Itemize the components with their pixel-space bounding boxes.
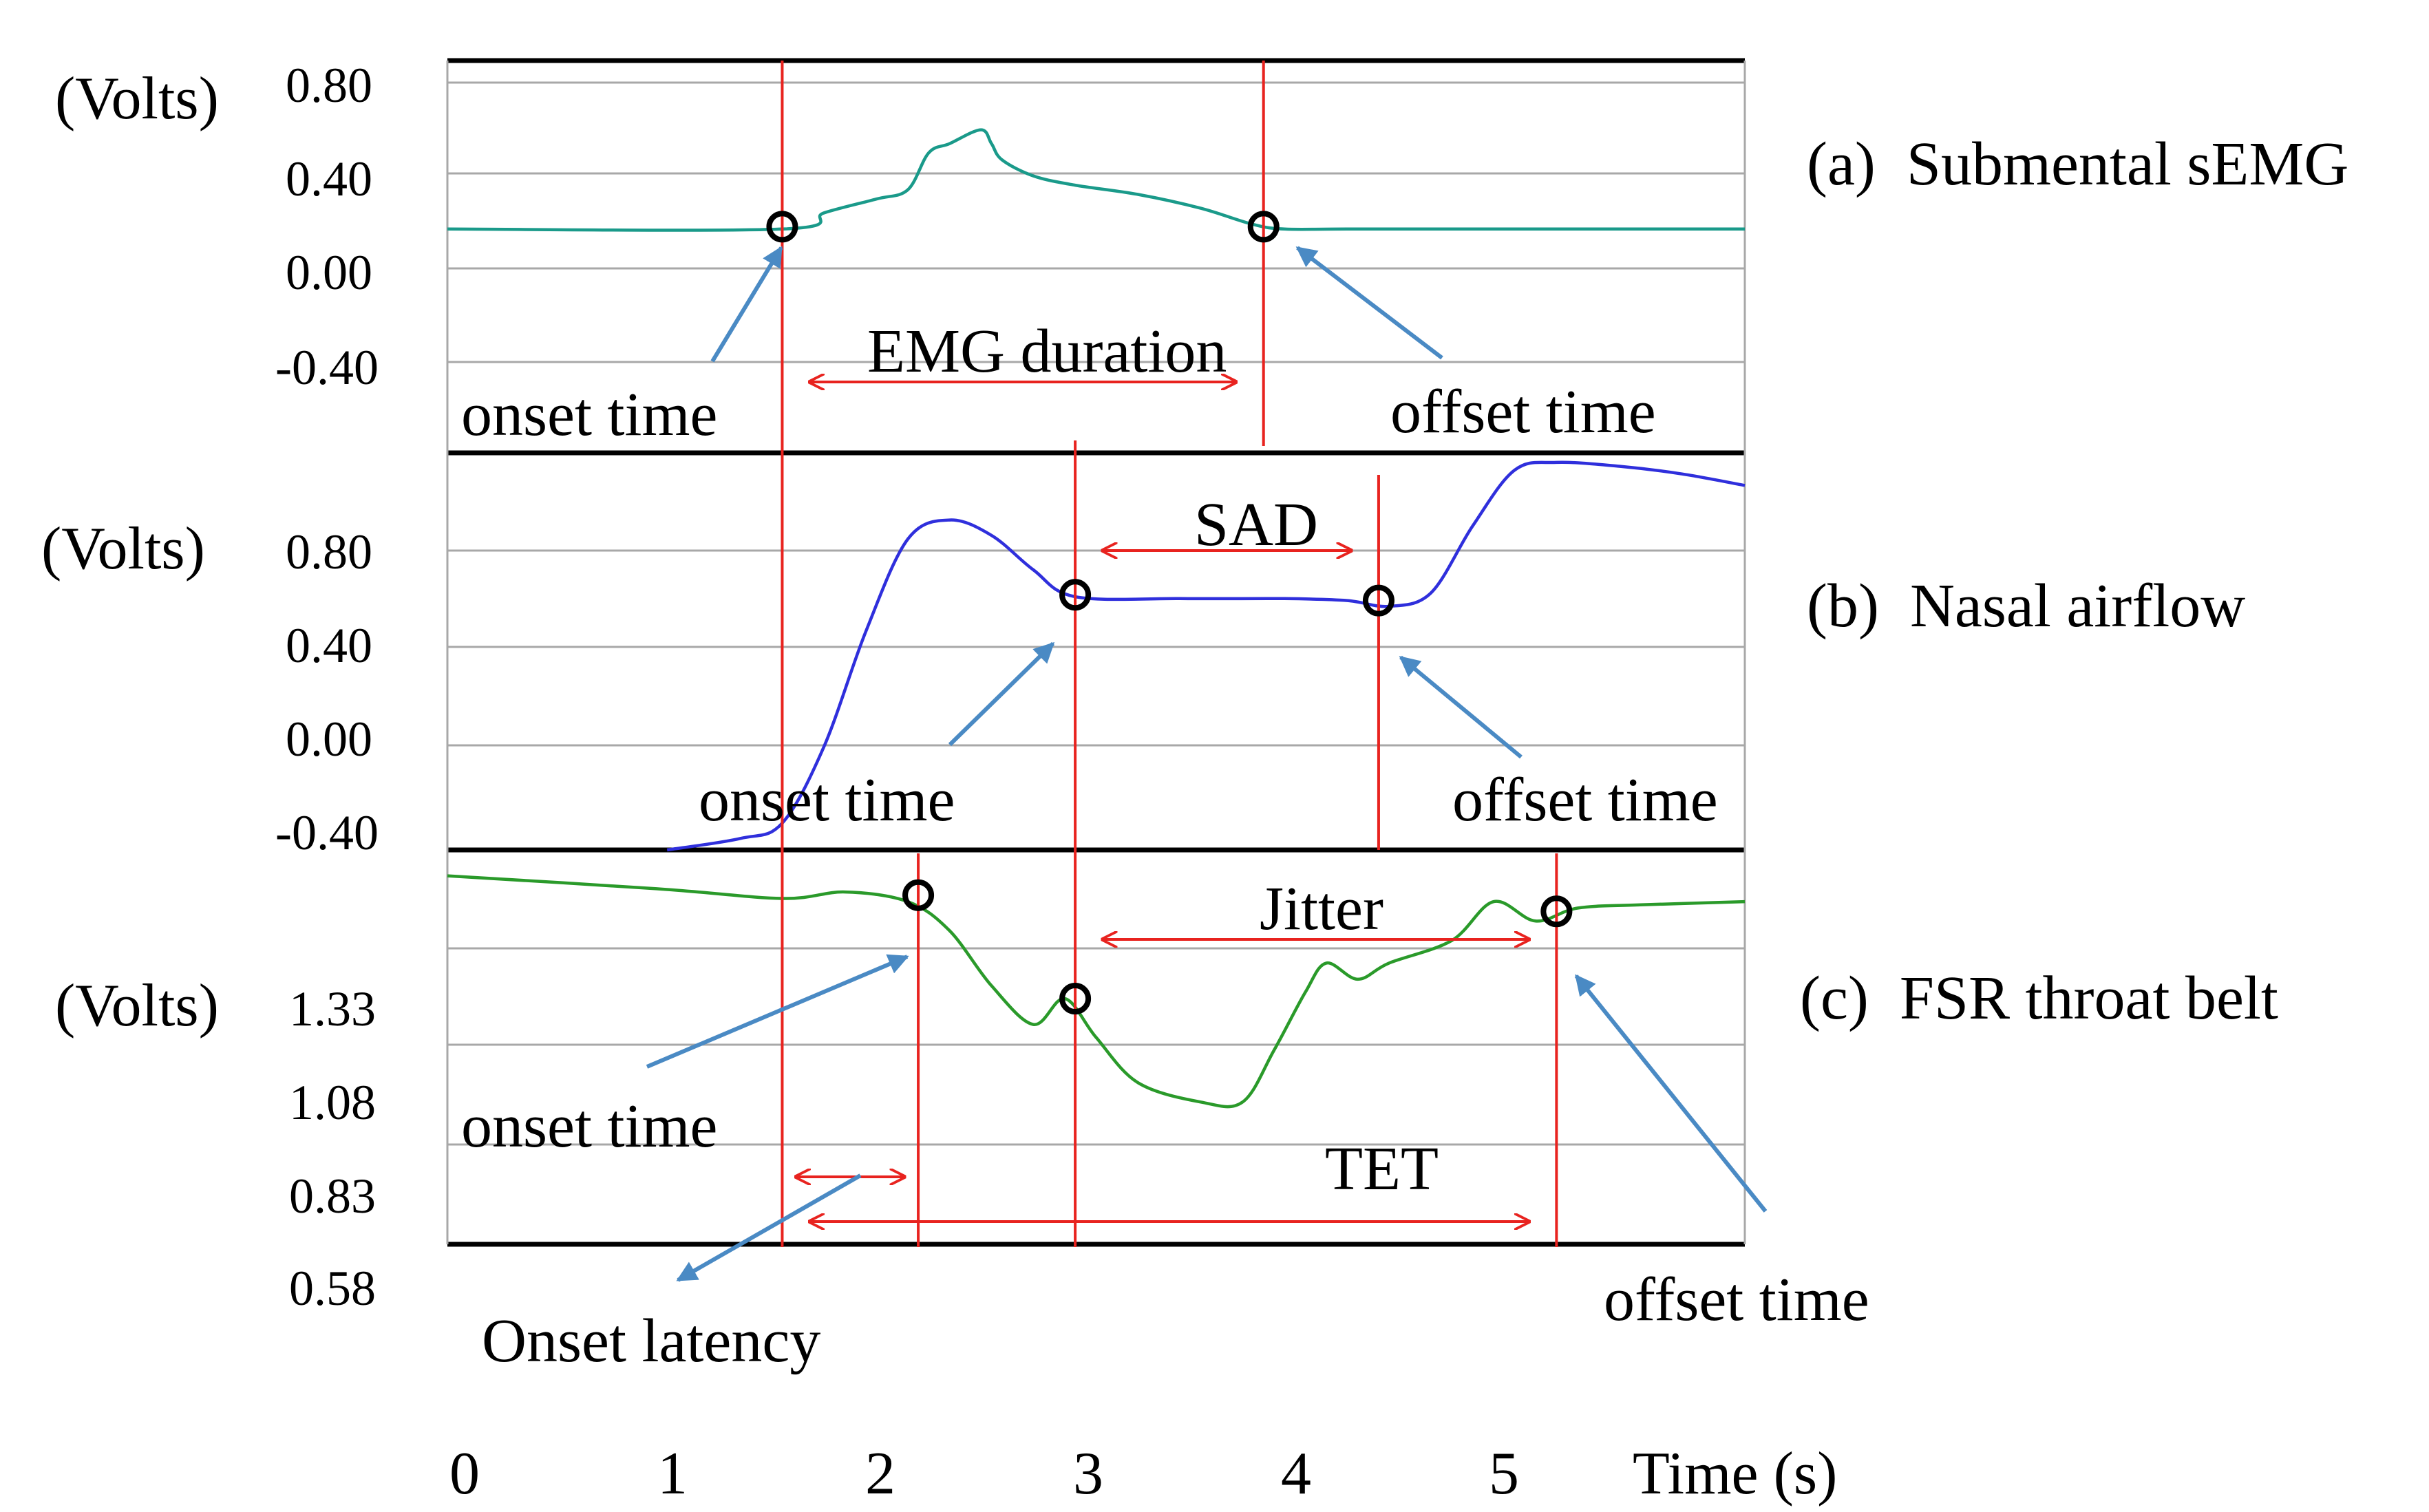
x-axis-ticks: 0 1 2 3 4 5: [449, 1440, 1519, 1507]
y-unit-c: (Volts): [55, 972, 219, 1039]
event-lines: [781, 61, 1558, 1247]
pointer-arrow-1: [1295, 246, 1443, 360]
xtick-5: 5: [1489, 1440, 1519, 1507]
frame-layer: [446, 58, 1746, 1247]
y-unit-b: (Volts): [41, 515, 205, 582]
series-layer: [447, 128, 1746, 1109]
pointer-arrow-4: [646, 954, 909, 1069]
ytick-a-3: -0.40: [275, 340, 379, 395]
y-unit-a: (Volts): [55, 65, 219, 132]
event-markers: [766, 211, 1573, 1015]
event-marker-b-1: [1362, 584, 1394, 617]
ytick-b-1: 0.40: [286, 618, 372, 673]
label-c-tet: TET: [1325, 1135, 1439, 1203]
label-b-offset: offset time: [1452, 766, 1718, 834]
label-b-interval: SAD: [1194, 491, 1318, 559]
pointer-arrow-6: [676, 1173, 862, 1282]
panel-title-a: (a) Submental sEMG: [1807, 130, 2348, 198]
label-c-onset: onset time: [461, 1092, 717, 1160]
label-c-jitter: Jitter: [1260, 875, 1383, 943]
event-marker-c-2: [1540, 895, 1573, 928]
ytick-a-2: 0.00: [286, 245, 372, 300]
event-marker-c-1: [1059, 983, 1092, 1015]
ytick-c-3: 0.58: [289, 1261, 376, 1316]
ytick-c-2: 0.83: [289, 1169, 376, 1224]
pointer-arrow-3: [1399, 655, 1523, 759]
label-a-interval: EMG duration: [867, 317, 1227, 385]
label-a-onset: onset time: [461, 381, 717, 449]
xtick-2: 2: [865, 1440, 895, 1507]
label-c-offset: offset time: [1604, 1266, 1869, 1334]
ytick-c-1: 1.08: [289, 1075, 376, 1130]
label-b-onset: onset time: [699, 766, 955, 834]
pointer-arrow-5: [1574, 974, 1768, 1213]
series-line-b: [666, 460, 1746, 852]
panel-title-c: (c) FSR throat belt: [1800, 964, 2278, 1032]
ytick-a-0: 0.80: [286, 58, 372, 113]
ytick-b-0: 0.80: [286, 524, 372, 579]
grid-layer: [447, 81, 1745, 1244]
event-marker-c-0: [902, 879, 935, 911]
ytick-b-3: -0.40: [275, 805, 379, 860]
series-line-c: [447, 874, 1746, 1109]
event-marker-a-1: [1247, 211, 1280, 243]
pointer-arrow-0: [710, 246, 783, 363]
event-marker-b-0: [1059, 579, 1092, 611]
xtick-1: 1: [657, 1440, 688, 1507]
ytick-c-0: 1.33: [289, 981, 376, 1036]
event-marker-a-0: [766, 211, 798, 243]
x-axis-label: Time (s): [1633, 1440, 1837, 1507]
ytick-b-2: 0.00: [286, 712, 372, 767]
label-a-offset: offset time: [1390, 378, 1656, 446]
pointer-arrows: [646, 246, 1768, 1282]
series-line-a: [447, 128, 1745, 232]
ytick-a-1: 0.40: [286, 151, 372, 206]
panel-title-b: (b) Nasal airflow: [1807, 572, 2245, 640]
xtick-4: 4: [1281, 1440, 1311, 1507]
xtick-3: 3: [1073, 1440, 1103, 1507]
xtick-0: 0: [449, 1440, 480, 1507]
label-c-latency: Onset latency: [482, 1307, 820, 1375]
pointer-arrow-2: [948, 641, 1055, 747]
interval-arrows: [796, 382, 1529, 1222]
